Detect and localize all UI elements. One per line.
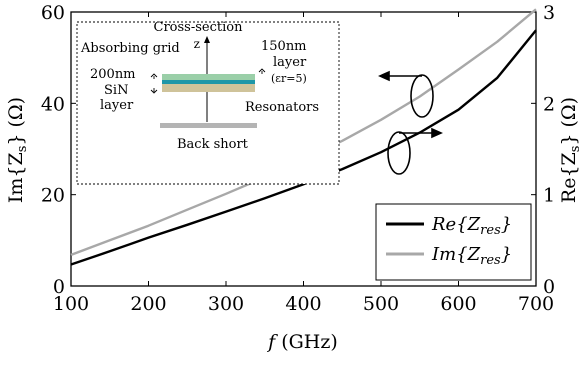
absorbing-grid-label: Absorbing grid [80,41,180,56]
top-thickness-marker-icon [258,68,266,74]
y-left-tick-label: 0 [53,276,65,298]
top-layer-word: layer [273,55,307,70]
x-tick-label: 400 [285,293,321,315]
inset-frame [76,21,340,185]
x-tick-label: 700 [518,293,554,315]
series-axis-annotation [378,70,443,175]
inset-cross-section: Cross-section z Absorbing grid 200nm SiN… [76,20,340,185]
y-right-tick-label: 0 [543,276,555,298]
y-right-tick-label: 2 [543,93,555,115]
y-left-tick-label: 60 [41,2,65,24]
absorbing-grid-layer [162,74,255,80]
x-axis-label: f (GHz) [266,331,338,353]
inset-title: Cross-section [154,20,244,35]
y-right-tick-label: 1 [543,185,555,207]
back-short-layer [160,123,257,128]
sin-thickness-marker-icon [150,73,158,94]
dielectric-layer [162,84,255,92]
re-axis-loop [387,131,411,175]
re-axis-arrowhead-icon [431,127,443,139]
series-line-0 [70,29,537,266]
y-axis-right-label: Re{Zs} (Ω) [558,97,583,203]
x-axis-unit: (GHz) [281,331,338,353]
resonators-label: Resonators [245,100,319,115]
sin-layer-word: layer [100,98,134,113]
y-left-tick-label: 40 [41,93,65,115]
z-axis-arrow-icon [204,36,210,43]
permittivity-label: (εr=5) [271,72,307,85]
legend-label: Re{Zres} [431,214,512,238]
legend-label: Im{Zres} [431,244,512,268]
resonator-layer [162,80,255,84]
x-tick-label: 100 [53,293,89,315]
im-axis-arrowhead-icon [378,70,390,82]
y-right-tick-label: 3 [543,2,555,24]
x-axis-symbol: f [266,331,278,353]
x-tick-label: 300 [208,293,244,315]
legend-box [375,203,532,281]
x-tick-label: 600 [440,293,476,315]
im-axis-loop [410,74,434,118]
x-tick-label: 500 [363,293,399,315]
x-tick-label: 200 [130,293,166,315]
z-axis-label: z [194,37,200,51]
sin-thickness-label: 200nm [90,67,136,82]
legend: Re{Zres} Im{Zres} [375,203,532,281]
y-left-tick-label: 20 [41,185,65,207]
sin-material-label: SiN [104,83,128,98]
y-axis-left-label: Im{Zs} (Ω) [5,97,30,203]
back-short-label: Back short [177,137,249,152]
top-thickness-label: 150nm [261,39,307,54]
